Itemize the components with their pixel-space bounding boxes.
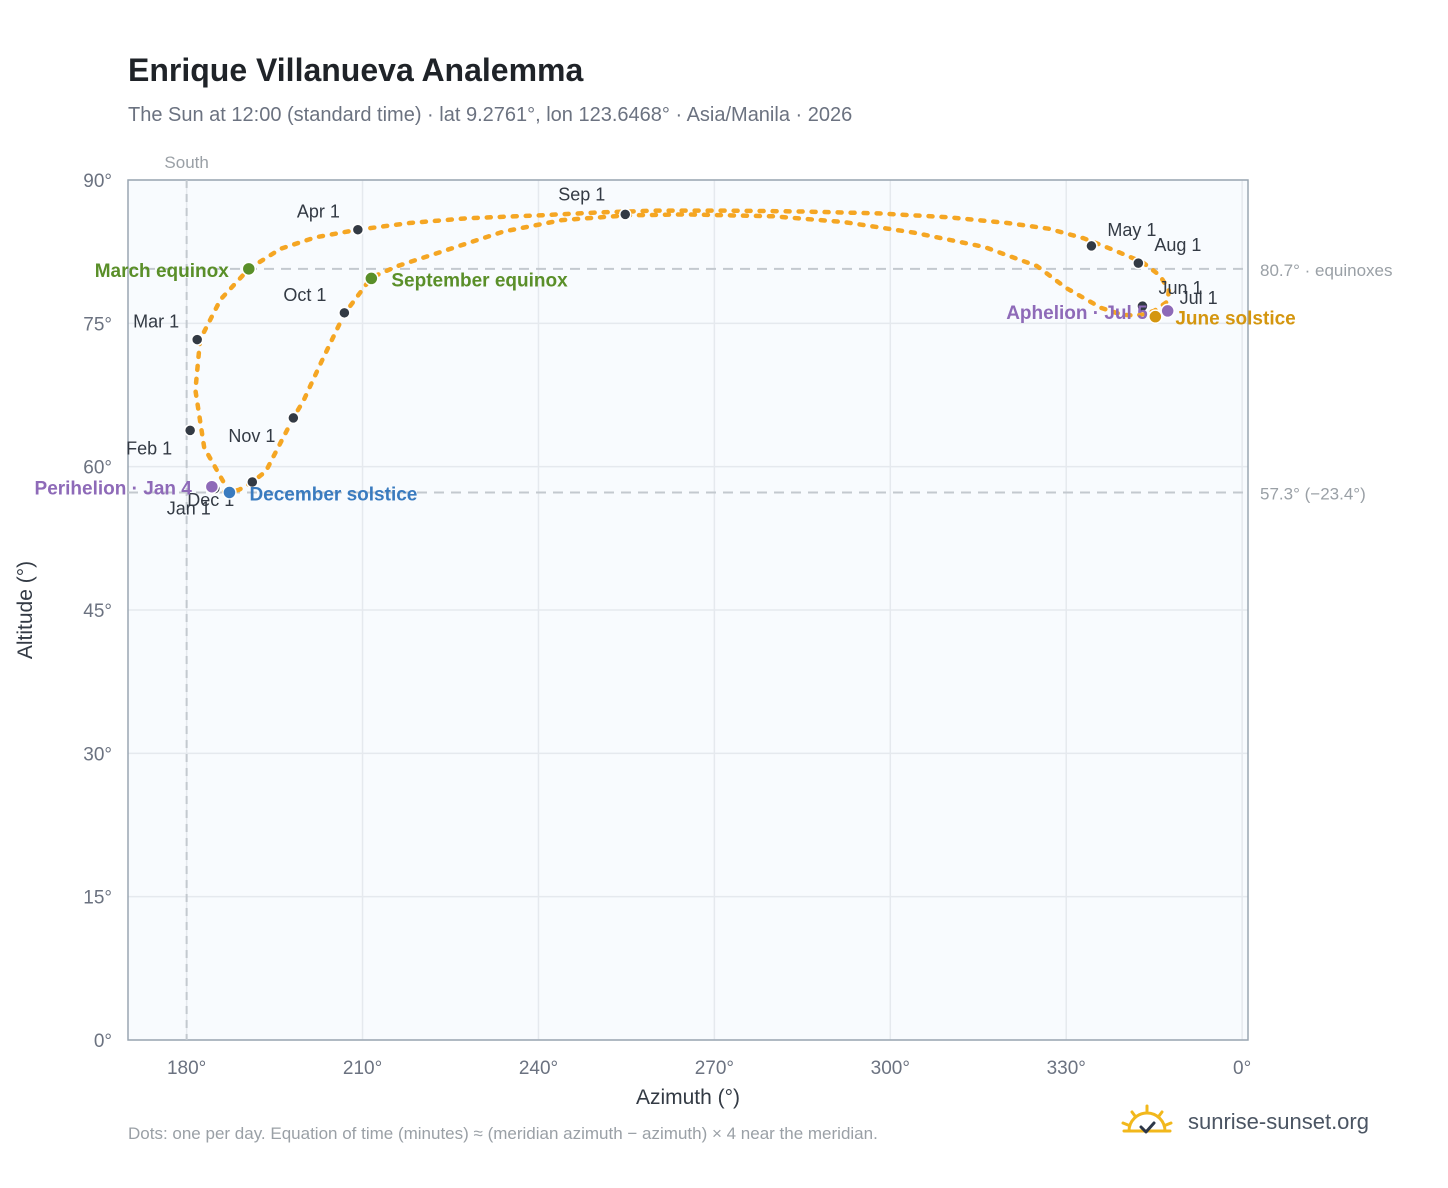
event-label: Aphelion · Jul 5 — [1006, 303, 1148, 324]
event-label: June solstice — [1175, 309, 1295, 330]
month-label: Jun 1 — [1158, 278, 1202, 298]
month-marker — [1132, 256, 1145, 270]
month-label: Nov 1 — [228, 426, 275, 446]
event-label: March equinox — [95, 261, 230, 282]
sun-horizon-check-icon — [1121, 1104, 1173, 1134]
event-marker — [241, 261, 257, 277]
y-tick-label: 75° — [83, 314, 112, 335]
x-tick-label: 0° — [1233, 1058, 1251, 1079]
y-tick-label: 90° — [83, 171, 112, 192]
x-tick-label: 330° — [1047, 1058, 1086, 1079]
month-label: Mar 1 — [133, 312, 179, 332]
chart-title: Enrique Villanueva Analemma — [128, 52, 584, 88]
event-marker — [364, 271, 379, 286]
x-tick-label: 300° — [871, 1058, 910, 1079]
y-tick-label: 60° — [83, 458, 112, 479]
meridian-label: South — [164, 153, 208, 172]
x-axis-title: Azimuth (°) — [636, 1086, 740, 1109]
month-marker — [1085, 239, 1098, 253]
event-marker — [1160, 303, 1175, 319]
month-label: May 1 — [1107, 220, 1156, 240]
month-label: Sep 1 — [558, 184, 605, 204]
month-label: Jul 1 — [1180, 288, 1218, 308]
x-tick-label: 210° — [343, 1058, 382, 1079]
month-marker — [351, 223, 365, 236]
x-tick-label: 240° — [519, 1058, 558, 1079]
reference-line-label: 57.3° (−23.4°) — [1260, 484, 1366, 503]
month-marker — [619, 208, 632, 221]
event-marker — [1148, 309, 1163, 324]
event-label: September equinox — [391, 270, 568, 291]
y-tick-label: 15° — [83, 888, 112, 909]
month-label: Dec 1 — [187, 490, 234, 510]
x-tick-label: 270° — [695, 1058, 734, 1079]
brand-link[interactable]: sunrise-sunset.org — [1120, 1104, 1369, 1140]
y-tick-label: 30° — [83, 744, 112, 765]
analemma-curve — [193, 208, 1172, 495]
month-marker — [338, 306, 351, 320]
x-tick-label: 180° — [167, 1058, 206, 1079]
month-marker — [183, 424, 197, 437]
month-label: Oct 1 — [283, 285, 326, 305]
chart-subtitle: The Sun at 12:00 (standard time) · lat 9… — [128, 104, 853, 126]
month-marker — [190, 333, 204, 346]
month-marker — [1136, 299, 1149, 313]
y-tick-label: 0° — [94, 1031, 112, 1052]
event-marker — [204, 479, 220, 494]
month-marker — [246, 475, 259, 489]
footnote: Dots: one per day. Equation of time (min… — [128, 1124, 878, 1143]
event-marker — [222, 485, 237, 500]
y-axis-title: Altitude (°) — [14, 561, 37, 659]
plot-frame — [127, 179, 1249, 1041]
brand-name: sunrise-sunset.org — [1188, 1109, 1369, 1134]
event-label: Perihelion · Jan 4 — [35, 479, 193, 500]
month-marker — [287, 411, 300, 425]
month-label: Aug 1 — [1154, 235, 1201, 255]
reference-line-label: 80.7° · equinoxes — [1260, 261, 1393, 280]
month-label: Apr 1 — [297, 202, 340, 222]
month-label: Feb 1 — [126, 438, 172, 458]
month-label: Jan 1 — [167, 499, 211, 519]
y-tick-label: 45° — [83, 601, 112, 622]
event-label: December solstice — [249, 484, 417, 505]
